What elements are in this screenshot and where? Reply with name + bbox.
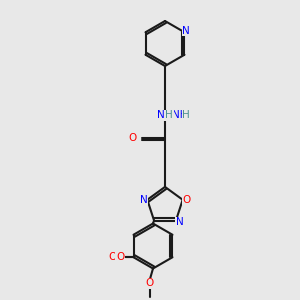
Text: O: O (109, 252, 117, 262)
Text: N: N (182, 26, 190, 36)
Text: H: H (165, 110, 173, 121)
Text: O: O (182, 195, 190, 205)
Text: O: O (116, 252, 124, 262)
Text: N: N (157, 110, 165, 121)
Text: N: N (140, 195, 148, 205)
Text: O: O (146, 278, 154, 289)
Text: NH: NH (172, 110, 187, 121)
Text: O: O (129, 133, 137, 143)
Text: H: H (182, 110, 190, 121)
Text: N: N (176, 217, 183, 227)
